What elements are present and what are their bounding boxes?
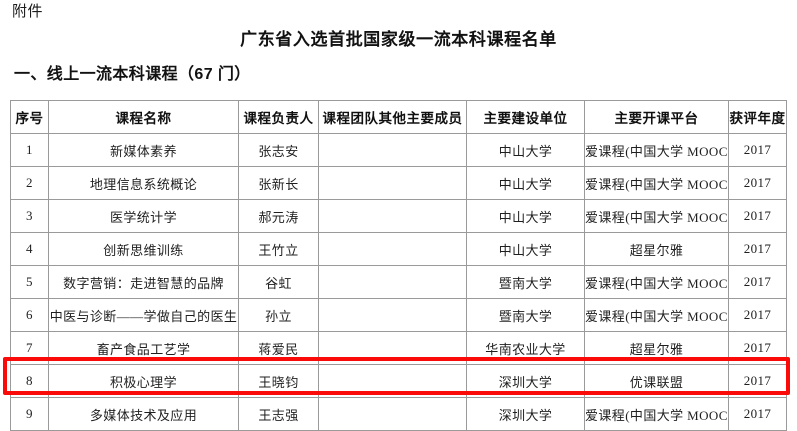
cell-index: 9 <box>10 397 49 431</box>
cell-course-name: 中医与诊断——学做自己的医生 <box>48 298 239 332</box>
cell-institution: 深圳大学 <box>466 397 585 431</box>
cell-index: 1 <box>10 133 49 167</box>
cell-team-members <box>318 199 467 233</box>
column-header-leader: 课程负责人 <box>238 100 319 134</box>
cell-institution: 中山大学 <box>466 133 585 167</box>
cell-leader: 郝元涛 <box>238 199 319 233</box>
cell-leader: 王竹立 <box>238 232 319 266</box>
cell-course-name: 畜产食品工艺学 <box>48 331 239 365</box>
cell-platform: 优课联盟 <box>584 364 729 398</box>
table-row: 5 数字营销：走进智慧的品牌 谷虹 暨南大学 爱课程(中国大学 MOOC) 20… <box>10 265 787 299</box>
cell-leader: 张新长 <box>238 166 319 200</box>
cell-team-members <box>318 133 467 167</box>
cell-leader: 王晓钧 <box>238 364 319 398</box>
cell-year: 2017 <box>728 298 787 332</box>
cell-index: 5 <box>10 265 49 299</box>
cell-leader: 蒋爱民 <box>238 331 319 365</box>
cell-course-name: 地理信息系统概论 <box>48 166 239 200</box>
cell-institution: 中山大学 <box>466 199 585 233</box>
cell-platform: 爱课程(中国大学 MOOC) <box>584 397 729 431</box>
cell-index: 8 <box>10 364 49 398</box>
table-row: 3 医学统计学 郝元涛 中山大学 爱课程(中国大学 MOOC) 2017 <box>10 199 787 233</box>
cell-index: 7 <box>10 331 49 365</box>
cell-year: 2017 <box>728 166 787 200</box>
cell-institution: 中山大学 <box>466 166 585 200</box>
page-title: 广东省入选首批国家级一流本科课程名单 <box>240 30 557 49</box>
column-header-team-members: 课程团队其他主要成员 <box>318 100 467 134</box>
table-row: 2 地理信息系统概论 张新长 中山大学 爱课程(中国大学 MOOC) 2017 <box>10 166 787 200</box>
cell-year: 2017 <box>728 364 787 398</box>
cell-year: 2017 <box>728 331 787 365</box>
cell-year: 2017 <box>728 232 787 266</box>
cell-institution: 暨南大学 <box>466 265 585 299</box>
course-table: 序号 课程名称 课程负责人 课程团队其他主要成员 主要建设单位 主要开课平台 获… <box>10 100 787 431</box>
cell-platform: 超星尔雅 <box>584 331 729 365</box>
cell-year: 2017 <box>728 397 787 431</box>
cell-course-name: 医学统计学 <box>48 199 239 233</box>
cell-year: 2017 <box>728 265 787 299</box>
attachment-label: 附件 <box>12 3 44 20</box>
table-row: 6 中医与诊断——学做自己的医生 孙立 暨南大学 爱课程(中国大学 MOOC) … <box>10 298 787 332</box>
cell-index: 3 <box>10 199 49 233</box>
table-row: 1 新媒体素养 张志安 中山大学 爱课程(中国大学 MOOC) 2017 <box>10 133 787 167</box>
cell-platform: 爱课程(中国大学 MOOC) <box>584 166 729 200</box>
column-header-institution: 主要建设单位 <box>466 100 585 134</box>
cell-team-members <box>318 298 467 332</box>
cell-course-name: 多媒体技术及应用 <box>48 397 239 431</box>
table-body: 1 新媒体素养 张志安 中山大学 爱课程(中国大学 MOOC) 2017 2 地… <box>10 133 787 431</box>
table-header: 序号 课程名称 课程负责人 课程团队其他主要成员 主要建设单位 主要开课平台 获… <box>10 100 787 134</box>
table-row: 9 多媒体技术及应用 王志强 深圳大学 爱课程(中国大学 MOOC) 2017 <box>10 397 787 431</box>
column-header-year: 获评年度 <box>728 100 787 134</box>
cell-index: 4 <box>10 232 49 266</box>
cell-course-name: 创新思维训练 <box>48 232 239 266</box>
cell-institution: 暨南大学 <box>466 298 585 332</box>
cell-institution: 华南农业大学 <box>466 331 585 365</box>
cell-leader: 谷虹 <box>238 265 319 299</box>
cell-year: 2017 <box>728 133 787 167</box>
cell-team-members <box>318 331 467 365</box>
column-header-index: 序号 <box>10 100 49 134</box>
cell-team-members <box>318 166 467 200</box>
column-header-platform: 主要开课平台 <box>584 100 729 134</box>
cell-team-members <box>318 265 467 299</box>
cell-platform: 爱课程(中国大学 MOOC) <box>584 133 729 167</box>
cell-platform: 爱课程(中国大学 MOOC) <box>584 265 729 299</box>
cell-platform: 爱课程(中国大学 MOOC) <box>584 199 729 233</box>
cell-institution: 中山大学 <box>466 232 585 266</box>
cell-leader: 张志安 <box>238 133 319 167</box>
cell-course-name: 新媒体素养 <box>48 133 239 167</box>
cell-year: 2017 <box>728 199 787 233</box>
table-row: 7 畜产食品工艺学 蒋爱民 华南农业大学 超星尔雅 2017 <box>10 331 787 365</box>
cell-course-name: 积极心理学 <box>48 364 239 398</box>
section-heading: 一、线上一流本科课程（67 门） <box>14 66 251 83</box>
cell-platform: 爱课程(中国大学 MOOC) <box>584 298 729 332</box>
column-header-course-name: 课程名称 <box>48 100 239 134</box>
cell-index: 2 <box>10 166 49 200</box>
cell-team-members <box>318 364 467 398</box>
table-row-highlighted: 8 积极心理学 王晓钧 深圳大学 优课联盟 2017 <box>10 364 787 398</box>
cell-team-members <box>318 397 467 431</box>
cell-leader: 王志强 <box>238 397 319 431</box>
cell-course-name: 数字营销：走进智慧的品牌 <box>48 265 239 299</box>
cell-leader: 孙立 <box>238 298 319 332</box>
cell-institution: 深圳大学 <box>466 364 585 398</box>
cell-platform: 超星尔雅 <box>584 232 729 266</box>
course-table-container: 序号 课程名称 课程负责人 课程团队其他主要成员 主要建设单位 主要开课平台 获… <box>10 100 787 431</box>
cell-index: 6 <box>10 298 49 332</box>
cell-team-members <box>318 232 467 266</box>
table-row: 4 创新思维训练 王竹立 中山大学 超星尔雅 2017 <box>10 232 787 266</box>
table-header-row: 序号 课程名称 课程负责人 课程团队其他主要成员 主要建设单位 主要开课平台 获… <box>10 100 787 134</box>
